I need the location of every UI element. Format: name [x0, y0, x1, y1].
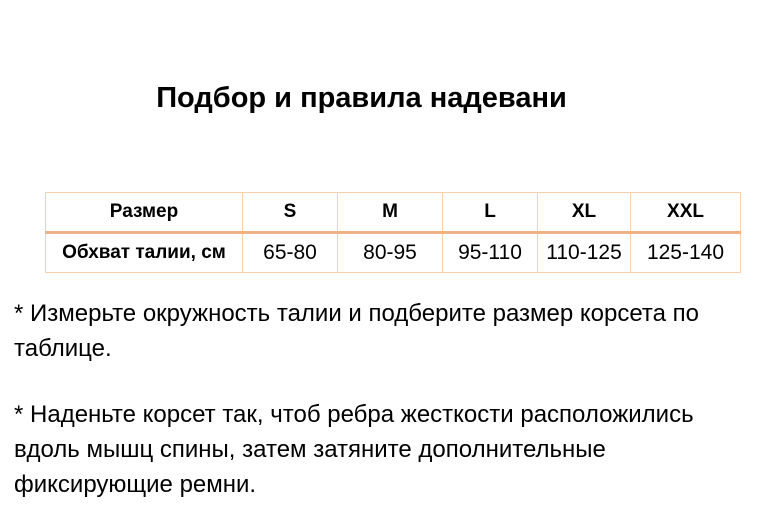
size-table-header-row: Размер S M L XL XXL — [45, 192, 741, 234]
size-table-header-cell: S — [242, 192, 338, 234]
size-table: Размер S M L XL XXL Обхват талии, см 65-… — [45, 192, 741, 273]
size-table-row-label: Обхват талии, см — [45, 232, 243, 273]
size-table-header-cell: XL — [537, 192, 631, 234]
size-table-cell: 125-140 — [630, 232, 741, 273]
size-table-data-row: Обхват талии, см 65-80 80-95 95-110 110-… — [45, 232, 741, 273]
note-paragraph-wear: * Наденьте корсет так, чтоб ребра жестко… — [14, 401, 694, 498]
bottom-clip-strip — [0, 497, 770, 511]
page-title: Подбор и правила надевани — [156, 82, 567, 114]
size-table-cell: 110-125 — [537, 232, 631, 273]
size-table-header-cell: L — [442, 192, 538, 234]
size-table-cell: 95-110 — [442, 232, 538, 273]
size-table-cell: 80-95 — [337, 232, 443, 273]
size-table-header-cell: XXL — [630, 192, 741, 234]
size-table-header-cell: M — [337, 192, 443, 234]
size-table-header-cell: Размер — [45, 192, 243, 234]
size-table-cell: 65-80 — [242, 232, 338, 273]
note-paragraph-measure: * Измерьте окружность талии и подберите … — [14, 300, 699, 362]
